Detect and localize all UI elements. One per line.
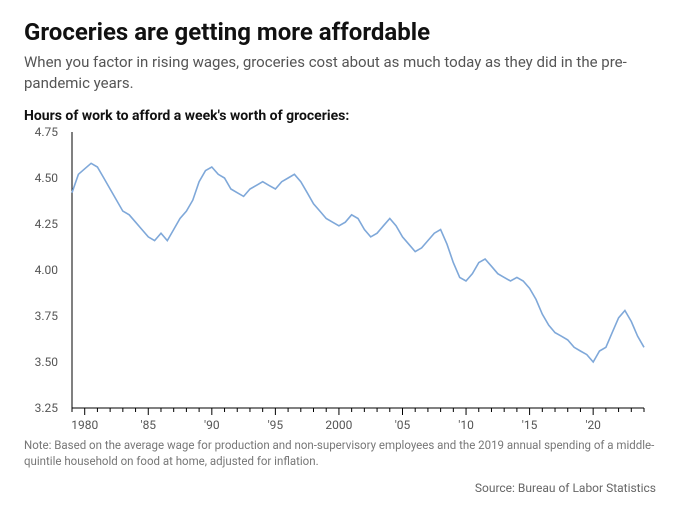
y-axis-labels: 3.253.503.754.004.254.504.75: [24, 132, 64, 408]
x-tick-label: '90: [204, 418, 220, 432]
x-tick-label: '20: [585, 418, 601, 432]
y-tick-label: 4.50: [35, 171, 58, 185]
x-tick-label: '85: [140, 418, 156, 432]
chart-area: 3.253.503.754.004.254.504.75 1980'85'90'…: [24, 132, 644, 432]
y-tick-label: 4.00: [35, 263, 58, 277]
y-tick-label: 4.25: [35, 217, 58, 231]
chart-source: Source: Bureau of Labor Statistics: [24, 481, 656, 495]
chart-subtitle: When you factor in rising wages, groceri…: [24, 52, 656, 94]
y-tick-label: 3.50: [35, 355, 58, 369]
x-tick-label: '10: [458, 418, 474, 432]
y-axis-title: Hours of work to afford a week's worth o…: [24, 108, 656, 124]
x-tick-label: '95: [268, 418, 284, 432]
x-tick-label: 2000: [325, 418, 352, 432]
y-tick-label: 3.75: [35, 309, 58, 323]
line-chart: [72, 132, 644, 408]
y-tick-label: 4.75: [35, 125, 58, 139]
x-tick-label: 1980: [71, 418, 98, 432]
y-tick-label: 3.25: [35, 401, 58, 415]
chart-title: Groceries are getting more affordable: [24, 18, 656, 46]
x-tick-label: '05: [395, 418, 411, 432]
x-axis-labels: 1980 '85 '90 '95 2000 '05 '10 '15 '20: [72, 414, 644, 432]
x-tick-label: '15: [522, 418, 538, 432]
chart-note: Note: Based on the average wage for prod…: [24, 438, 656, 469]
